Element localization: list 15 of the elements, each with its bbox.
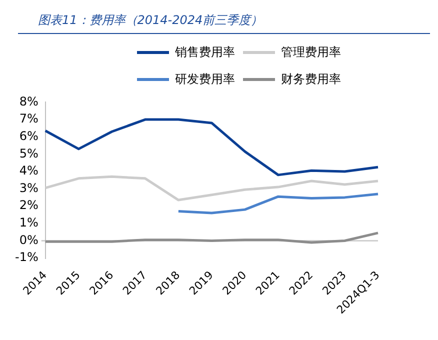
legend-label: 研发费用率 [175, 71, 235, 88]
legend-label: 财务费用率 [281, 71, 341, 88]
y-tick-label: 6% [19, 128, 38, 143]
y-tick-label: 4% [19, 164, 38, 178]
chart-title: 图表11：费用率（2014-2024前三季度） [18, 8, 430, 34]
y-tick-label: 7% [19, 112, 38, 126]
y-tick-label: 8% [19, 94, 38, 108]
y-tick-label: 0% [19, 232, 38, 247]
y-tick-label: 3% [19, 180, 38, 195]
legend-label: 销售费用率 [175, 44, 235, 61]
y-tick-label: -1% [14, 250, 38, 264]
y-tick-label: 5% [19, 146, 38, 160]
legend-label: 管理费用率 [281, 44, 341, 61]
y-tick-label: 2% [19, 198, 38, 212]
y-tick-label: 1% [19, 216, 38, 230]
